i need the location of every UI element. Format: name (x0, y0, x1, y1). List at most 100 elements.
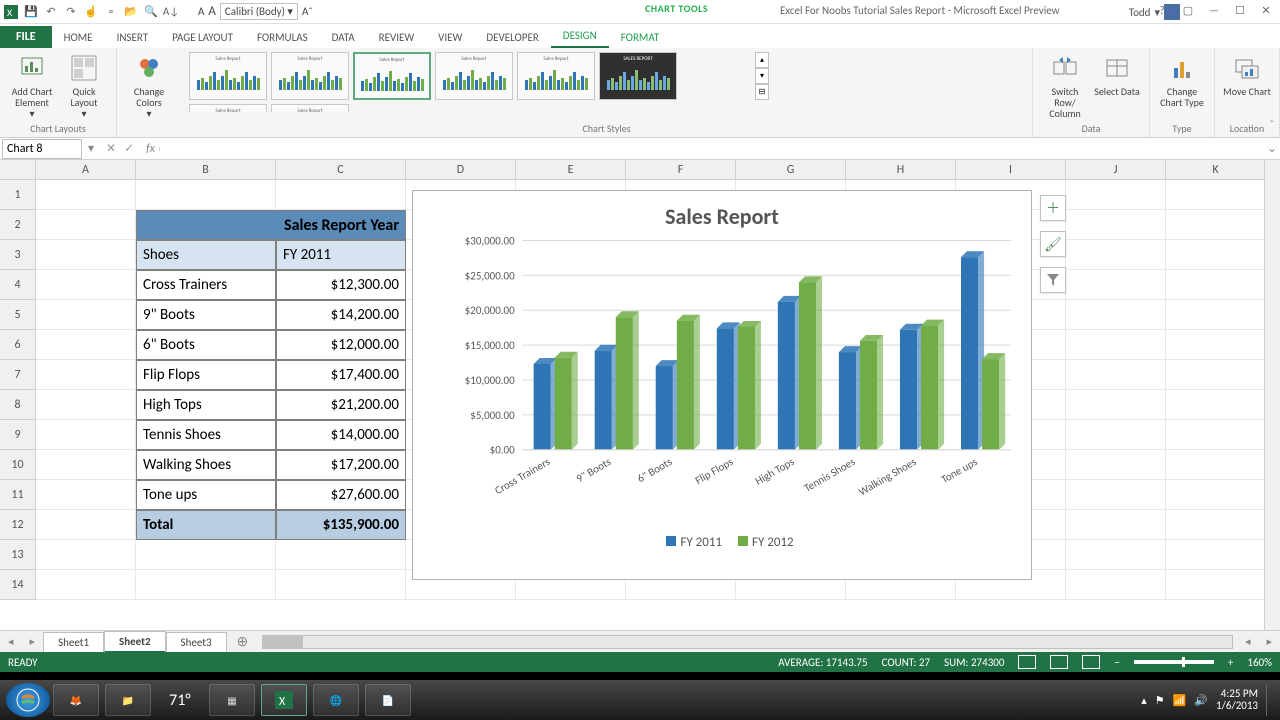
col-header[interactable]: E (516, 160, 626, 180)
col-header[interactable]: B (136, 160, 276, 180)
row-header[interactable]: 12 (0, 510, 36, 540)
tab-page-layout[interactable]: PAGE LAYOUT (160, 27, 245, 48)
col-header[interactable]: A (36, 160, 136, 180)
table-cell[interactable]: $21,200.00 (276, 390, 406, 420)
chart-style-thumb[interactable]: SALES REPORT (599, 52, 677, 100)
row-header[interactable]: 3 (0, 240, 36, 270)
col-header[interactable]: F (626, 160, 736, 180)
tab-file[interactable]: FILE (0, 26, 52, 48)
zoom-out-icon[interactable]: − (1114, 656, 1119, 669)
row-header[interactable]: 2 (0, 210, 36, 240)
chart-plot-area[interactable]: $0.00$5,000.00$10,000.00$15,000.00$20,00… (413, 230, 1031, 530)
start-button[interactable] (6, 683, 50, 717)
add-chart-element-button[interactable]: Add Chart Element▾ (8, 52, 56, 119)
fx-label[interactable]: fx (142, 142, 159, 156)
col-header[interactable]: K (1166, 160, 1266, 180)
tray-up-icon[interactable]: ▴ (1141, 694, 1147, 707)
switch-row-col-button[interactable]: Switch Row/ Column (1041, 52, 1089, 119)
sheet-nav-next-icon[interactable]: ▸ (22, 635, 44, 648)
table-cell[interactable]: Cross Trainers (136, 270, 276, 300)
taskbar-app1[interactable]: ▦ (209, 684, 255, 716)
taskbar-excel[interactable]: X (261, 684, 307, 716)
tray-sound-icon[interactable]: 🔊 (1194, 694, 1208, 707)
font-name-dropdown[interactable]: Calibri (Body) ▾ (220, 3, 298, 20)
tab-home[interactable]: HOME (52, 27, 105, 48)
row-header[interactable]: 5 (0, 300, 36, 330)
col-header[interactable]: J (1066, 160, 1166, 180)
table-cell[interactable]: 9" Boots (136, 300, 276, 330)
row-header[interactable]: 13 (0, 540, 36, 570)
col-header[interactable]: I (956, 160, 1066, 180)
view-normal-icon[interactable] (1018, 655, 1036, 669)
table-cell[interactable]: Total (136, 510, 276, 540)
row-header[interactable]: 8 (0, 390, 36, 420)
hscroll-left-icon[interactable]: ◂ (1237, 635, 1259, 648)
table-cell[interactable]: $14,200.00 (276, 300, 406, 330)
undo-icon[interactable]: ↶ (44, 5, 58, 19)
ribbon-options-icon[interactable]: ▢ (1176, 2, 1200, 18)
chart-legend[interactable]: FY 2011FY 2012 (413, 535, 1031, 550)
chart-elements-button[interactable]: ＋ (1040, 195, 1066, 221)
save-icon[interactable]: 💾 (24, 5, 38, 19)
tab-data[interactable]: DATA (320, 27, 367, 48)
row-header[interactable]: 14 (0, 570, 36, 600)
preview-icon[interactable]: 🔍 (144, 5, 158, 19)
tab-format[interactable]: FORMAT (609, 27, 671, 48)
table-cell[interactable]: 6" Boots (136, 330, 276, 360)
row-header[interactable]: 6 (0, 330, 36, 360)
chart-style-thumb[interactable]: Sales Report (435, 52, 513, 100)
chart-filters-button[interactable] (1040, 267, 1066, 293)
gallery-up-icon[interactable]: ▴ (755, 52, 769, 68)
table-cell[interactable]: $14,000.00 (276, 420, 406, 450)
change-colors-button[interactable]: Change Colors▾ (125, 52, 173, 119)
table-cell[interactable]: $135,900.00 (276, 510, 406, 540)
chart-styles-button[interactable]: 🖌 (1040, 231, 1066, 257)
gallery-more-icon[interactable]: ⊟ (755, 84, 769, 100)
tray-flag-icon[interactable]: ⚑ (1155, 694, 1165, 707)
taskbar-explorer[interactable]: 📁 (105, 684, 151, 716)
chart-style-thumb[interactable]: Sales Report (189, 52, 267, 100)
tab-insert[interactable]: INSERT (105, 27, 161, 48)
col-header[interactable]: H (846, 160, 956, 180)
taskbar-app2[interactable]: 🌐 (313, 684, 359, 716)
cancel-formula-icon[interactable]: ✕ (106, 141, 116, 156)
add-sheet-button[interactable]: ⊕ (227, 633, 259, 650)
move-chart-button[interactable]: Move Chart (1223, 52, 1271, 97)
tray-network-icon[interactable]: 📶 (1173, 694, 1187, 707)
table-cell[interactable]: High Tops (136, 390, 276, 420)
row-header[interactable]: 4 (0, 270, 36, 300)
name-box-dropdown-icon[interactable]: ▾ (84, 141, 98, 156)
change-chart-type-button[interactable]: Change Chart Type (1158, 52, 1206, 108)
table-cell[interactable]: $17,400.00 (276, 360, 406, 390)
col-header[interactable]: D (406, 160, 516, 180)
sort-icon[interactable]: A↓ (164, 5, 178, 19)
collapse-ribbon-icon[interactable]: ˆ (1269, 119, 1274, 133)
sheet-tab-3[interactable]: Sheet3 (166, 632, 227, 652)
chart-object[interactable]: Sales Report $0.00$5,000.00$10,000.00$15… (412, 190, 1032, 580)
table-cell[interactable]: Shoes (136, 240, 276, 270)
gallery-down-icon[interactable]: ▾ (755, 68, 769, 84)
sheet-tab-1[interactable]: Sheet1 (43, 632, 104, 652)
taskbar-weather[interactable]: 71° (157, 684, 203, 716)
font-decrease-icon[interactable]: A (198, 5, 204, 18)
taskbar-firefox[interactable]: 🦊 (53, 684, 99, 716)
chart-style-thumb[interactable]: Sales Report (189, 104, 267, 112)
table-cell[interactable]: $17,200.00 (276, 450, 406, 480)
chart-style-thumb[interactable]: Sales Report (517, 52, 595, 100)
show-desktop-button[interactable] (1266, 684, 1274, 716)
col-header[interactable]: C (276, 160, 406, 180)
maximize-icon[interactable]: ☐ (1228, 2, 1252, 18)
view-break-icon[interactable] (1082, 655, 1100, 669)
select-data-button[interactable]: Select Data (1093, 52, 1141, 97)
sheet-nav-prev-icon[interactable]: ◂ (0, 635, 22, 648)
minimize-icon[interactable]: — (1202, 2, 1226, 18)
expand-formula-icon[interactable]: ⌄ (1264, 141, 1280, 156)
quick-layout-button[interactable]: Quick Layout▾ (60, 52, 108, 119)
zoom-slider[interactable] (1134, 660, 1214, 664)
tab-formulas[interactable]: FORMULAS (245, 27, 320, 48)
table-cell[interactable]: $12,300.00 (276, 270, 406, 300)
redo-icon[interactable]: ↷ (64, 5, 78, 19)
view-layout-icon[interactable] (1050, 655, 1068, 669)
row-header[interactable]: 10 (0, 450, 36, 480)
chart-style-thumb[interactable]: Sales Report (353, 52, 431, 100)
